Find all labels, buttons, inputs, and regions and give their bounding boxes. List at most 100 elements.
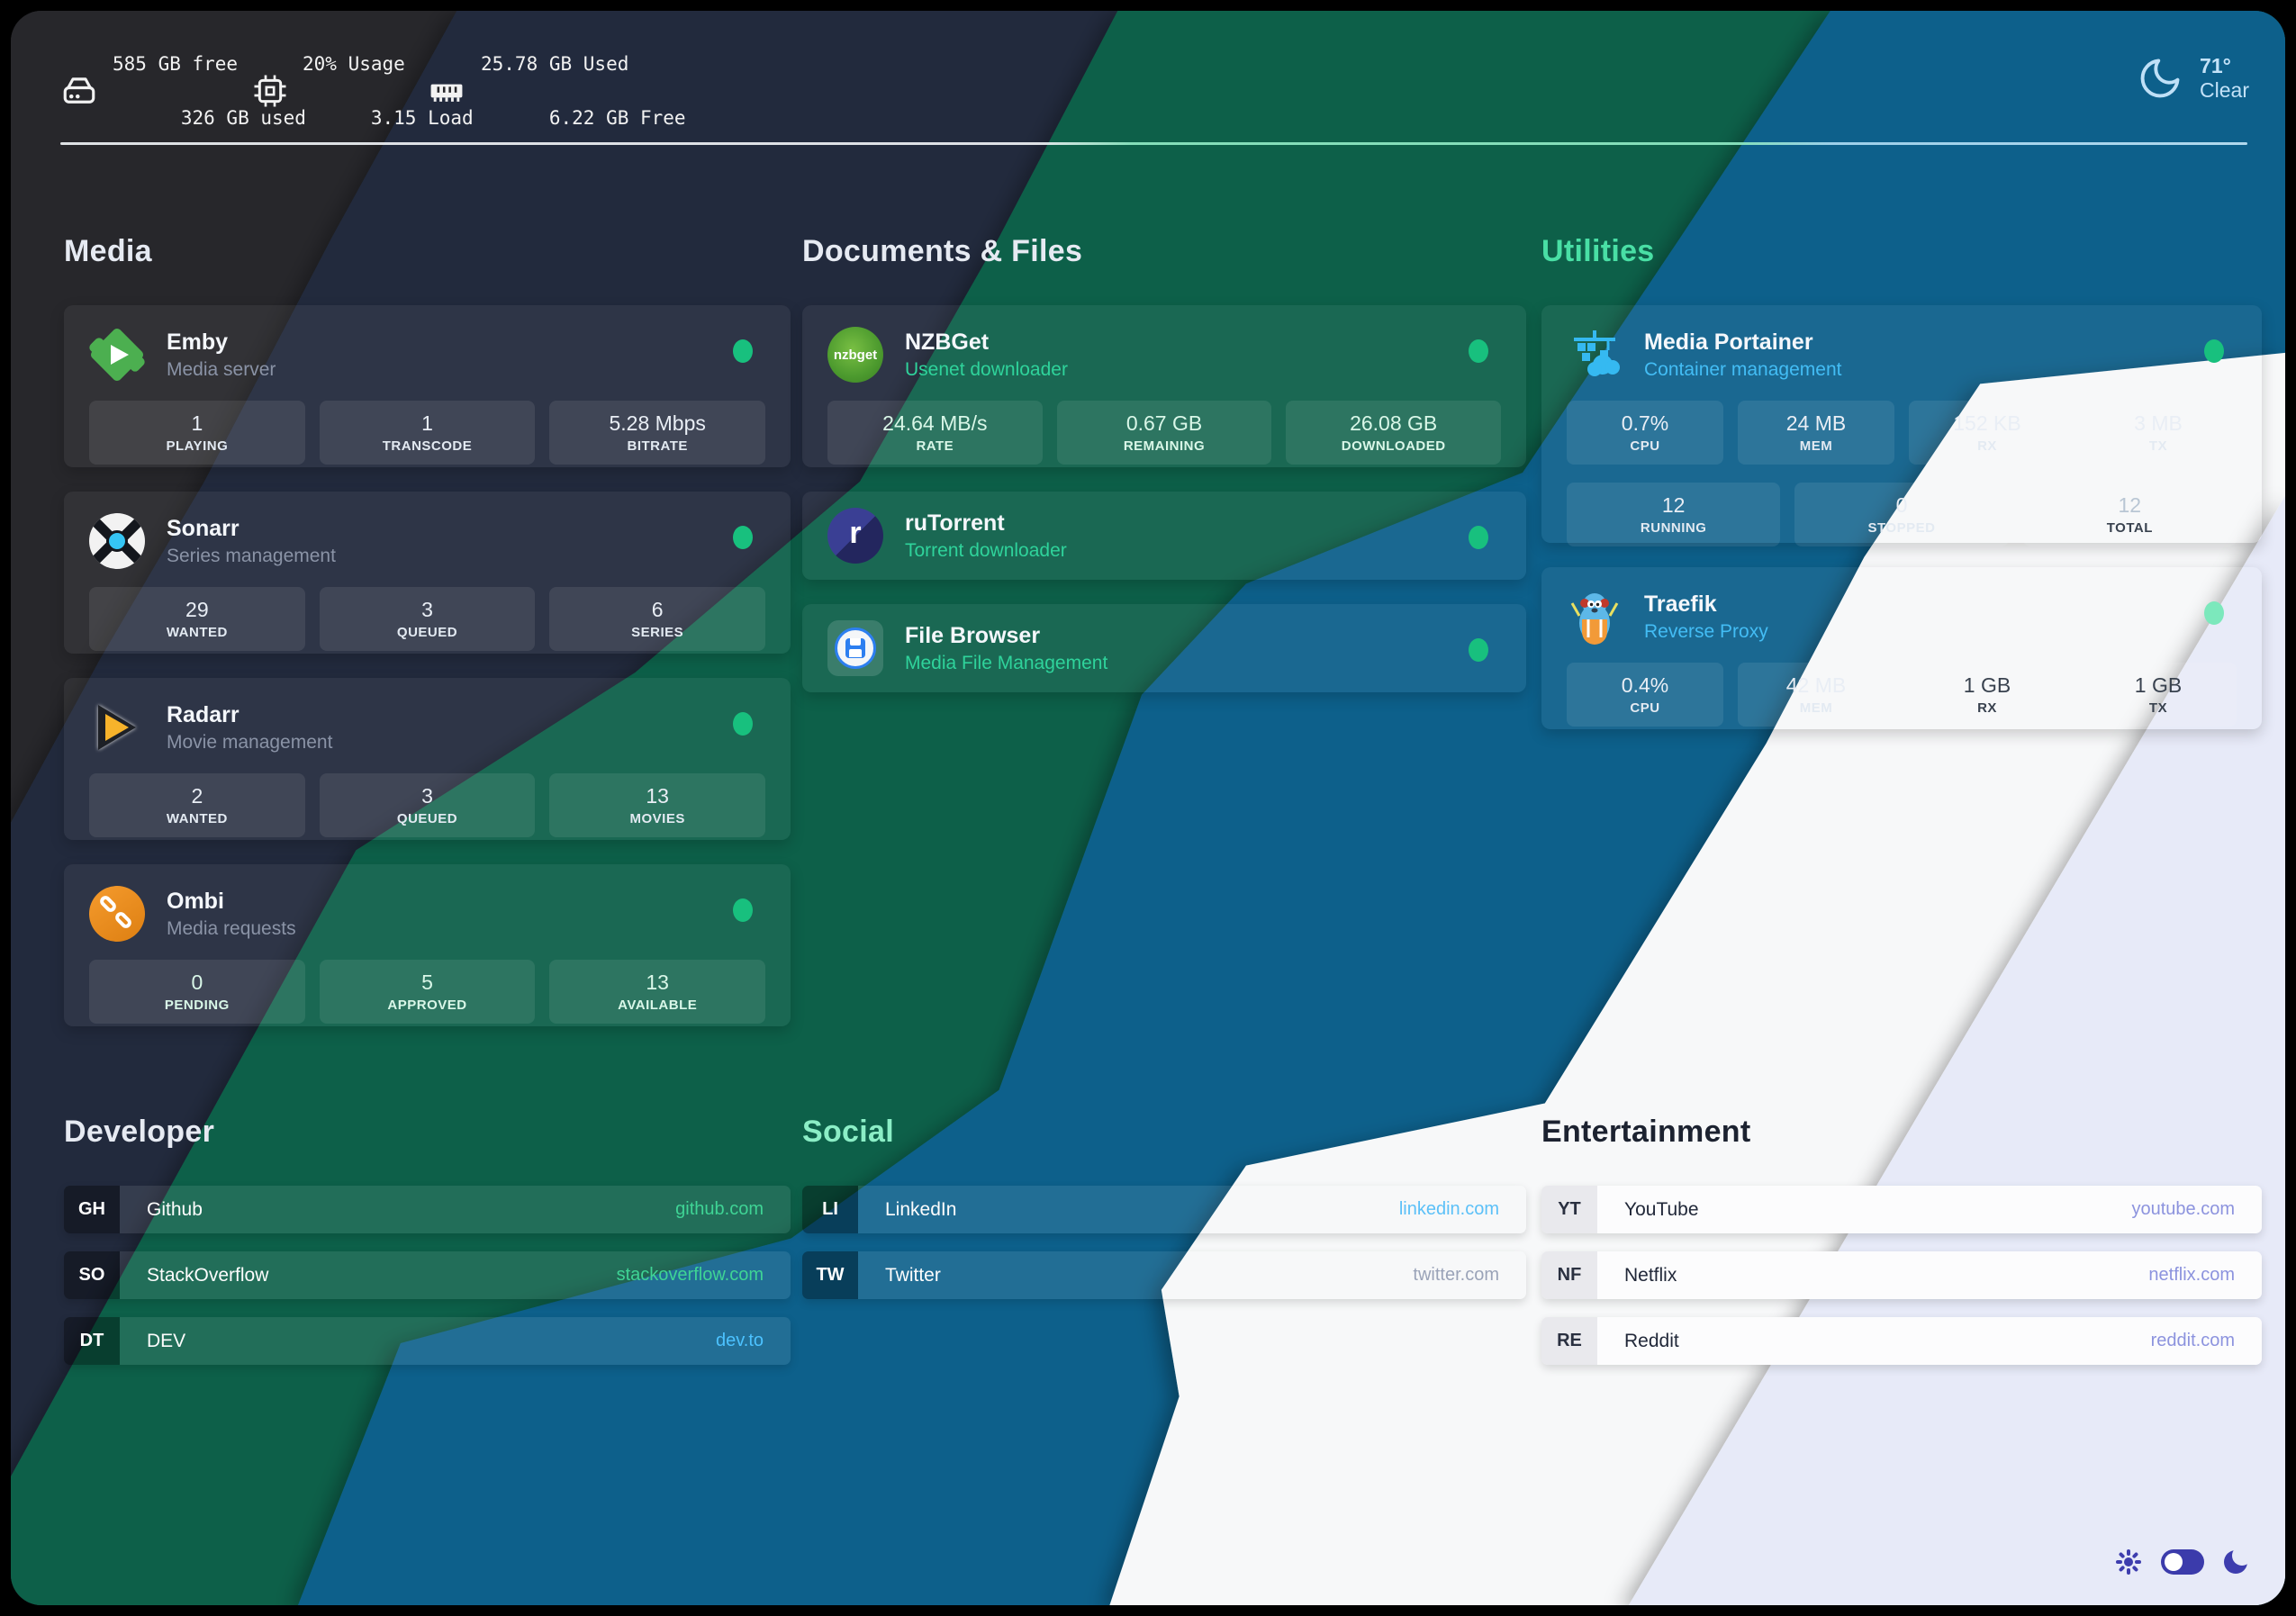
bookmark-name: Netflix [1624, 1264, 1677, 1286]
section-title-entertainment: Entertainment [1541, 1115, 1751, 1149]
weather-condition: Clear [2200, 78, 2249, 102]
weather-temperature: 71° [2200, 54, 2231, 77]
service-subtitle: Media requests [167, 918, 296, 939]
stat-rate: 24.64 MB/s RATE [827, 401, 1043, 465]
service-card-ombi[interactable]: Ombi Media requests 0 PENDING 5 APPROVED 1… [64, 864, 791, 1026]
section-media: Media Emby Media server 1 PLAYING 1 TRANSC… [64, 234, 791, 1051]
stat-rx: 152 KB RX [1909, 401, 2065, 465]
stat-rx: 1 GB RX [1909, 663, 2065, 727]
weather-widget[interactable]: 71° Clear [2137, 54, 2249, 103]
stat-wanted: 2 WANTED [89, 773, 305, 837]
service-name: Radarr [167, 702, 240, 727]
moon-outline-icon [2140, 59, 2180, 98]
stat-bitrate: 5.28 Mbps BITRATE [549, 401, 766, 465]
service-subtitle: Torrent downloader [905, 540, 1067, 561]
stat-movies: 13 MOVIES [549, 773, 766, 837]
ombi-icon [89, 886, 145, 942]
service-name: Traefik [1644, 591, 1717, 617]
stat-cpu: 0.7% CPU [1567, 401, 1723, 465]
moon-icon[interactable] [2224, 1546, 2252, 1574]
service-name: Media Portainer [1644, 330, 1813, 355]
bookmark-name: DEV [147, 1330, 186, 1351]
section-entertainment: Entertainment YT YouTube youtube.com NF … [1541, 1115, 2262, 1383]
service-subtitle: Media server [167, 359, 276, 380]
service-card-sonarr[interactable]: Sonarr Series management 29 WANTED 3 QUEUE… [64, 492, 791, 654]
stat-remaining: 0.67 GB REMAINING [1056, 401, 1272, 465]
memory-free: 6.22 GB Free [548, 107, 686, 129]
section-documents: Documents & Files nzbget NZBGet Usenet d… [802, 234, 1526, 717]
bookmark-url: reddit.com [2150, 1331, 2235, 1350]
bookmark-abbr: GH [64, 1186, 120, 1233]
status-dot [1469, 339, 1488, 363]
filebrowser-icon [827, 620, 883, 676]
status-dot [733, 898, 753, 922]
bookmark-name: Github [147, 1198, 203, 1220]
bookmark-url: netflix.com [2148, 1265, 2235, 1285]
cpu-load: 3.15 Load [370, 107, 474, 129]
bookmark-abbr: NF [1541, 1251, 1597, 1299]
bookmark-url: twitter.com [1413, 1265, 1499, 1285]
bookmark-reddit[interactable]: RE Reddit reddit.com [1541, 1317, 2262, 1365]
section-utilities: Utilities [1541, 234, 2262, 754]
bookmark-stackoverflow[interactable]: SO StackOverflow stackoverflow.com [64, 1251, 791, 1299]
sonarr-icon [89, 513, 145, 569]
status-dot [733, 526, 753, 549]
service-card-portainer[interactable]: Media Portainer Container management 0.7… [1541, 305, 2262, 546]
bookmark-linkedin[interactable]: LI LinkedIn linkedin.com [802, 1186, 1526, 1233]
service-card-nzbget[interactable]: nzbget NZBGet Usenet downloader 24.64 MB… [802, 305, 1526, 467]
rutorrent-icon: r [827, 508, 883, 564]
stat-queued: 3 QUEUED [319, 587, 536, 651]
service-card-radarr[interactable]: Radarr Movie management 2 WANTED 3 QUEUED … [64, 678, 791, 840]
emby-icon [87, 326, 147, 384]
service-card-rutorrent[interactable]: r ruTorrent Torrent downloader [802, 492, 1526, 580]
bookmark-twitter[interactable]: TW Twitter twitter.com [802, 1251, 1526, 1299]
bookmark-url: youtube.com [2131, 1199, 2235, 1219]
service-card-traefik[interactable]: Traefik Reverse Proxy 0.4% CPU 42 MB MEM 1… [1541, 567, 2262, 729]
stat-tx: 3 MB TX [2080, 401, 2237, 465]
stat-wanted: 29 WANTED [89, 587, 305, 651]
stat-mem: 24 MB MEM [1738, 401, 1894, 465]
disk-icon [63, 77, 95, 104]
service-name: Ombi [167, 889, 224, 914]
bookmark-netflix[interactable]: NF Netflix netflix.com [1541, 1251, 2262, 1299]
bookmark-github[interactable]: GH Github github.com [64, 1186, 791, 1233]
service-subtitle: Container management [1644, 359, 1842, 380]
stat-approved: 5 APPROVED [319, 960, 536, 1024]
bookmark-abbr: TW [802, 1251, 858, 1299]
theme-toggles [2116, 1546, 2252, 1575]
cpu-widget: 20% Usage 3.15 Load [252, 50, 474, 131]
section-developer: Developer GH Github github.com SO StackO… [64, 1115, 791, 1383]
service-name: Sonarr [167, 516, 240, 541]
bookmark-name: YouTube [1624, 1198, 1699, 1220]
radarr-icon [89, 700, 145, 755]
service-subtitle: Usenet downloader [905, 359, 1068, 380]
stat-tx: 1 GB TX [2080, 663, 2237, 727]
stat-downloaded: 26.08 GB DOWNLOADED [1286, 401, 1502, 465]
service-card-emby[interactable]: Emby Media server 1 PLAYING 1 TRANSCODE 5.… [64, 305, 791, 467]
theme-toggle-switch[interactable] [2161, 1549, 2204, 1575]
bookmark-dev[interactable]: DT DEV dev.to [64, 1317, 791, 1365]
section-title-developer: Developer [64, 1115, 215, 1149]
portainer-icon [1567, 327, 1623, 383]
bookmark-abbr: YT [1541, 1186, 1597, 1233]
section-title-media: Media [64, 234, 152, 268]
stat-running: 12 RUNNING [1567, 483, 1781, 546]
service-name: NZBGet [905, 330, 990, 355]
service-subtitle: Movie management [167, 732, 333, 753]
service-name: ruTorrent [905, 510, 1005, 536]
section-social: Social LI LinkedIn linkedin.com TW Twitt… [802, 1115, 1526, 1317]
stat-pending: 0 PENDING [89, 960, 305, 1024]
sun-icon[interactable] [2116, 1549, 2141, 1575]
disk-widget: 585 GB free 326 GB used [60, 50, 306, 131]
service-subtitle: Media File Management [905, 653, 1108, 673]
status-dot [2204, 601, 2224, 625]
service-subtitle: Reverse Proxy [1644, 621, 1768, 642]
stat-cpu: 0.4% CPU [1567, 663, 1723, 727]
memory-used: 25.78 GB Used [481, 53, 629, 75]
bookmark-youtube[interactable]: YT YouTube youtube.com [1541, 1186, 2262, 1233]
bookmark-name: LinkedIn [885, 1198, 957, 1220]
service-card-filebrowser[interactable]: File Browser Media File Management [802, 604, 1526, 692]
stat-queued: 3 QUEUED [319, 773, 536, 837]
toggle-knob [2165, 1553, 2183, 1571]
stat-series: 6 SERIES [549, 587, 766, 651]
